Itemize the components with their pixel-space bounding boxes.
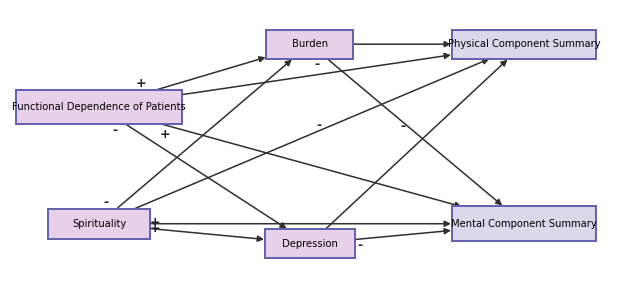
Text: +: + xyxy=(150,221,160,235)
Text: Physical Component Summary: Physical Component Summary xyxy=(448,39,600,49)
FancyBboxPatch shape xyxy=(47,209,151,239)
Text: Mental Component Summary: Mental Component Summary xyxy=(451,219,597,229)
Text: -: - xyxy=(314,58,320,71)
Text: -: - xyxy=(104,196,109,209)
Text: -: - xyxy=(112,124,118,137)
Text: +: + xyxy=(160,128,171,141)
Text: Depression: Depression xyxy=(282,239,338,249)
Text: -: - xyxy=(400,120,405,133)
Text: -: - xyxy=(316,119,321,132)
Text: +: + xyxy=(150,216,160,229)
FancyBboxPatch shape xyxy=(452,30,596,59)
FancyBboxPatch shape xyxy=(266,30,353,59)
FancyBboxPatch shape xyxy=(15,89,183,124)
Text: +: + xyxy=(136,77,147,90)
Text: Burden: Burden xyxy=(292,39,328,49)
Text: Functional Dependence of Patients: Functional Dependence of Patients xyxy=(12,102,186,112)
Text: -: - xyxy=(357,239,362,252)
FancyBboxPatch shape xyxy=(452,206,596,241)
FancyBboxPatch shape xyxy=(265,229,355,258)
Text: Spirituality: Spirituality xyxy=(72,219,126,229)
